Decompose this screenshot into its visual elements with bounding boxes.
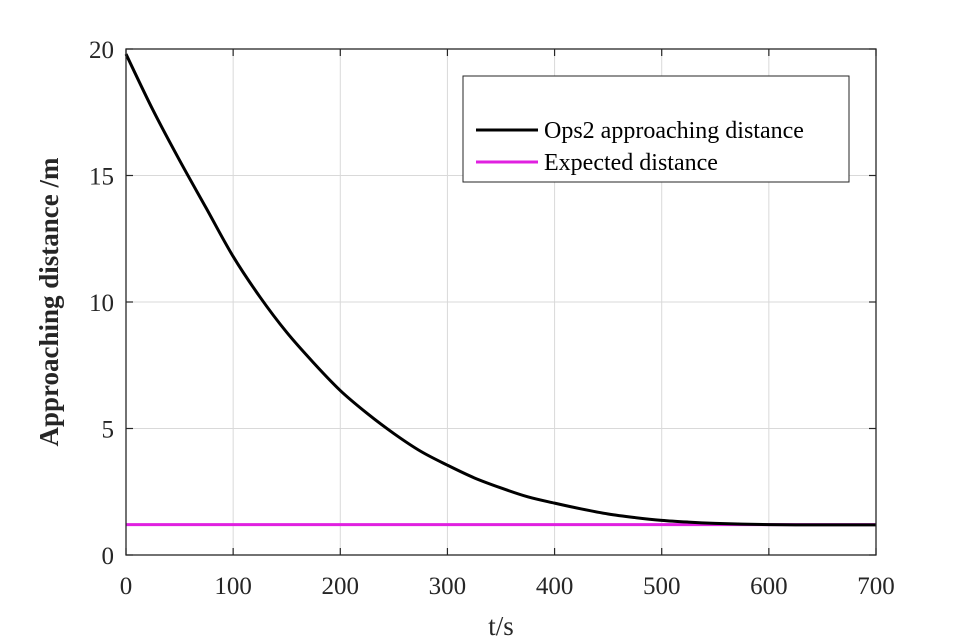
axis-ticks [125,48,877,556]
legend-label-expected: Expected distance [544,150,718,176]
x-tick-label-500: 500 [643,573,681,600]
y-tick-label-0: 0 [102,543,115,570]
x-tick-label-700: 700 [857,573,895,600]
x-tick-label-600: 600 [750,573,788,600]
x-tick-label-100: 100 [214,573,252,600]
x-axis-label: t/s [488,611,514,641]
series-layer [124,53,876,527]
y-tick-label-15: 15 [89,164,114,191]
tick-labels: 0 100 200 300 400 500 600 700 0 5 10 15 20 [89,37,895,600]
series-line-ops2-approaching-distance [124,53,876,527]
y-tick-label-5: 5 [102,417,115,444]
y-tick-label-20: 20 [89,37,114,64]
x-tick-label-0: 0 [120,573,133,600]
y-axis-label: Approaching distance /m [34,157,64,447]
legend: Ops2 approaching distance Expected dista… [462,75,850,183]
x-tick-label-300: 300 [429,573,467,600]
y-tick-label-10: 10 [89,290,114,317]
x-tick-label-200: 200 [322,573,360,600]
legend-label-ops2: Ops2 approaching distance [544,118,804,144]
x-tick-label-400: 400 [536,573,574,600]
